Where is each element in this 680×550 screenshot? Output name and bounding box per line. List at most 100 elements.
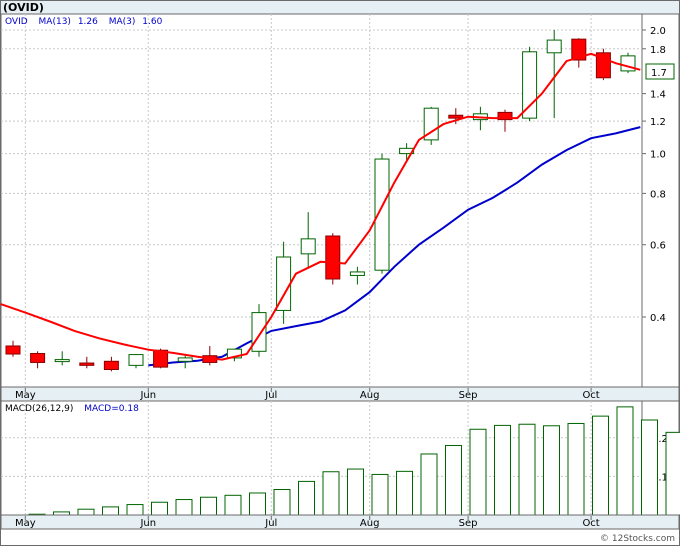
candle-down: [30, 351, 46, 369]
macd-bars-group: [28, 406, 680, 516]
month-label: Sep: [459, 390, 478, 401]
price-y-tick-label: 1.4: [650, 90, 666, 101]
title-strip: [1, 1, 679, 14]
legend-ma3-value: 1.60: [142, 17, 162, 27]
price-y-tick-label: 2.0: [650, 26, 666, 37]
candle-down: [325, 233, 341, 285]
candle-down: [5, 340, 21, 357]
candle-body: [5, 345, 21, 355]
macd-bar: [567, 422, 585, 516]
candle-up: [54, 351, 70, 366]
macd-bar: [518, 423, 536, 516]
price-plot-area: [0, 13, 643, 388]
candle-body: [349, 271, 365, 276]
candle-body: [251, 312, 267, 352]
macd-bar: [200, 496, 217, 516]
candle-up: [128, 354, 144, 369]
macd-bar: [665, 431, 680, 516]
last-price-box: [645, 63, 675, 80]
ma3-line: [0, 52, 641, 361]
price-panel: 0.4 0.6 0.8 1.0 1.2 1.4 1.8 2.0 OVID MA(13) 1.2…: [0, 13, 680, 388]
candle-body: [300, 238, 316, 255]
watermark: © 12Stocks.com: [600, 534, 675, 544]
candle-body: [153, 349, 169, 368]
month-label: Jun: [139, 518, 156, 529]
candle-body: [30, 352, 46, 363]
macd-bar: [592, 415, 609, 516]
price-y-tick-label: 0.6: [650, 241, 666, 252]
legend-ma13-label: MA(13): [39, 17, 71, 27]
candle-body: [325, 235, 341, 280]
macd-bar: [371, 473, 389, 516]
price-y-tick-label: 0.8: [650, 189, 666, 200]
candle-up: [546, 30, 562, 119]
candle-down: [497, 109, 513, 132]
candle-up: [300, 212, 316, 267]
month-label: Jul: [264, 390, 277, 401]
price-grid: [1, 14, 642, 387]
month-label: Aug: [360, 518, 380, 529]
legend-ma3-label: MA(3): [109, 17, 136, 27]
macd-bar: [396, 470, 413, 516]
macd-bar: [494, 424, 511, 516]
month-label: Oct: [582, 390, 599, 401]
last-price-badge: 1.7: [645, 63, 675, 80]
candle-body: [522, 51, 538, 119]
macd-legend-label: MACD(26,12,9): [5, 404, 73, 414]
month-label: Aug: [360, 390, 380, 401]
macd-bar: [298, 480, 315, 516]
candle-down: [103, 356, 119, 372]
candle-up: [374, 153, 390, 274]
macd-y-tick-label: 0.2: [652, 434, 668, 445]
month-label: Oct: [582, 518, 599, 529]
month-label: Sep: [459, 518, 478, 529]
candle-up: [226, 348, 242, 362]
candle-body: [374, 158, 390, 271]
macd-bar: [273, 489, 291, 516]
candle-up: [620, 52, 636, 74]
candle-body: [226, 348, 242, 359]
month-strip-upper: [0, 386, 680, 402]
macd-bar: [224, 494, 242, 516]
candle-body: [448, 114, 464, 119]
candle-body: [571, 38, 587, 61]
price-y-tick-label: 1.8: [650, 45, 666, 56]
macd-bar: [175, 499, 193, 516]
macd-bar: [445, 444, 462, 516]
month-labels-lower: May Jun Jul Aug Sep Oct: [15, 516, 600, 529]
candle-down: [595, 48, 611, 81]
candle-down: [79, 356, 95, 369]
candle-body: [128, 354, 144, 366]
candle-up: [423, 106, 439, 145]
macd-bar: [151, 501, 168, 516]
macd-bar: [77, 508, 95, 516]
macd-legend-value: MACD=0.18: [84, 404, 139, 414]
ma3-line-group: [0, 52, 641, 361]
last-price-text: 1.7: [651, 68, 667, 79]
price-y-tick-label: 1.0: [650, 150, 666, 161]
macd-bar: [102, 506, 119, 516]
macd-bar: [249, 492, 266, 516]
macd-bar: [126, 504, 144, 516]
month-label: Jul: [264, 518, 277, 529]
legend-ticker: OVID: [5, 17, 28, 27]
candle-body: [423, 107, 439, 141]
candle-down: [571, 38, 587, 68]
macd-bar: [543, 425, 560, 516]
macd-bar: [420, 453, 438, 516]
candle-up: [349, 266, 365, 285]
macd-bar: [641, 419, 658, 516]
candle-body: [79, 362, 95, 366]
month-label: May: [15, 518, 36, 529]
macd-bar: [616, 406, 634, 516]
price-y-tick-labels: 0.4 0.6 0.8 1.0 1.2 1.4 1.8 2.0: [642, 26, 666, 324]
candle-body: [54, 359, 70, 363]
candle-body: [103, 360, 119, 370]
macd-bar: [322, 471, 340, 516]
legend-ma13-value: 1.26: [78, 17, 98, 27]
month-strip-lower: [0, 514, 680, 530]
macd-y-tick-label: 0.1: [652, 472, 668, 483]
legend-name: OVID MA(13) 1.26 MA(3) 1.60: [5, 17, 163, 27]
